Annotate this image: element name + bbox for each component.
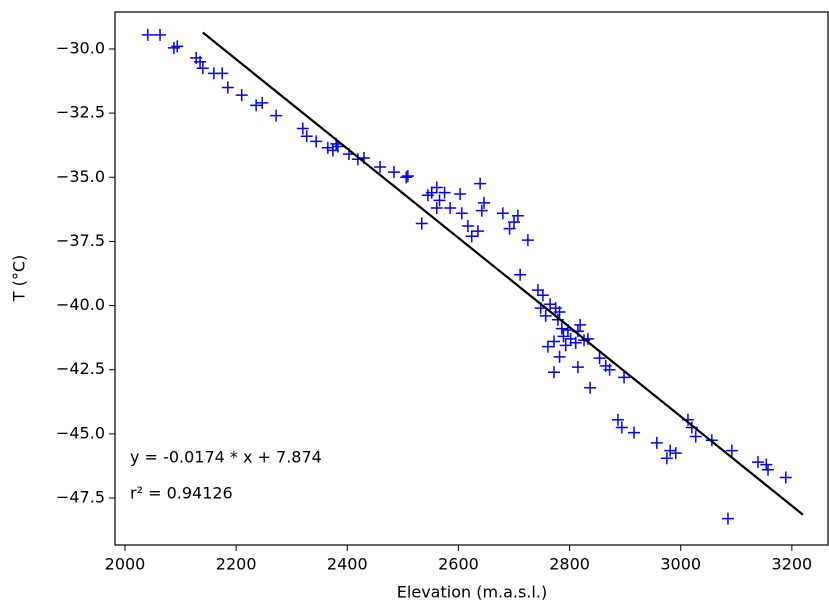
- point: [475, 204, 488, 217]
- point: [433, 194, 446, 207]
- point: [521, 234, 534, 247]
- y-tick-label: −47.5: [56, 488, 105, 507]
- point: [531, 284, 544, 297]
- y-tick-label: −40.0: [56, 295, 105, 314]
- point: [760, 458, 773, 471]
- point: [541, 340, 554, 353]
- x-tick-label: 3000: [660, 555, 701, 574]
- point: [425, 186, 438, 199]
- point: [496, 207, 509, 220]
- point: [508, 216, 521, 229]
- point: [471, 225, 484, 238]
- point: [511, 209, 524, 222]
- point: [250, 99, 263, 112]
- point: [438, 186, 451, 199]
- point: [593, 352, 606, 365]
- point: [154, 28, 167, 41]
- point: [650, 436, 663, 449]
- point: [664, 444, 677, 457]
- annotation: r² = 0.94126: [130, 484, 233, 503]
- point: [557, 330, 570, 343]
- point: [455, 207, 468, 220]
- point: [603, 363, 616, 376]
- point: [300, 130, 313, 143]
- point: [321, 141, 334, 154]
- point: [171, 40, 184, 53]
- fit-line: [202, 31, 804, 516]
- x-tick-label: 3200: [772, 555, 813, 574]
- point: [548, 335, 561, 348]
- x-tick-label: 2800: [549, 555, 590, 574]
- point: [689, 430, 702, 443]
- point: [256, 96, 269, 109]
- point: [628, 426, 641, 439]
- point: [779, 471, 792, 484]
- point: [331, 140, 344, 153]
- point: [374, 160, 387, 173]
- point: [400, 171, 413, 184]
- y-axis-label: T (°C): [10, 255, 29, 303]
- y-tick-label: −45.0: [56, 423, 105, 442]
- point: [548, 366, 561, 379]
- x-tick-label: 2600: [438, 555, 479, 574]
- x-tick-label: 2400: [327, 555, 368, 574]
- point: [660, 452, 673, 465]
- point: [569, 336, 582, 349]
- point: [461, 220, 474, 233]
- y-tick-label: −37.5: [56, 231, 105, 250]
- point: [669, 447, 682, 460]
- point: [415, 217, 428, 230]
- point: [553, 305, 566, 318]
- point: [574, 318, 587, 331]
- y-tick-label: −32.5: [56, 103, 105, 122]
- point: [751, 456, 764, 469]
- y-tick-label: −35.0: [56, 167, 105, 186]
- point: [454, 187, 467, 200]
- point: [270, 109, 283, 122]
- point: [536, 289, 549, 302]
- y-tick-label: −30.0: [56, 38, 105, 57]
- point: [611, 413, 624, 426]
- point: [618, 371, 631, 384]
- point: [474, 177, 487, 190]
- point: [216, 67, 229, 80]
- point: [514, 268, 527, 281]
- point: [235, 89, 248, 102]
- point: [478, 196, 491, 209]
- point: [141, 28, 154, 41]
- point: [430, 181, 443, 194]
- point: [221, 81, 234, 94]
- point: [539, 309, 552, 322]
- point: [721, 512, 734, 525]
- x-tick-label: 2000: [105, 555, 146, 574]
- point: [503, 222, 516, 235]
- point: [761, 463, 774, 476]
- point: [194, 55, 207, 68]
- point: [559, 339, 572, 352]
- point: [615, 421, 628, 434]
- point: [196, 62, 209, 75]
- x-axis-label: Elevation (m.a.s.l.): [397, 583, 547, 602]
- point: [167, 41, 180, 54]
- point: [430, 202, 443, 215]
- point: [725, 444, 738, 457]
- point: [553, 350, 566, 363]
- annotation: y = -0.0174 * x + 7.874: [130, 448, 322, 467]
- x-tick-label: 2200: [216, 555, 257, 574]
- point: [571, 361, 584, 374]
- point: [401, 169, 414, 182]
- point: [444, 202, 457, 215]
- point: [296, 122, 309, 135]
- y-tick-label: −42.5: [56, 359, 105, 378]
- point: [387, 166, 400, 179]
- plot-area: [114, 11, 829, 546]
- point: [310, 135, 323, 148]
- point: [555, 322, 568, 335]
- point: [584, 381, 597, 394]
- point: [465, 230, 478, 243]
